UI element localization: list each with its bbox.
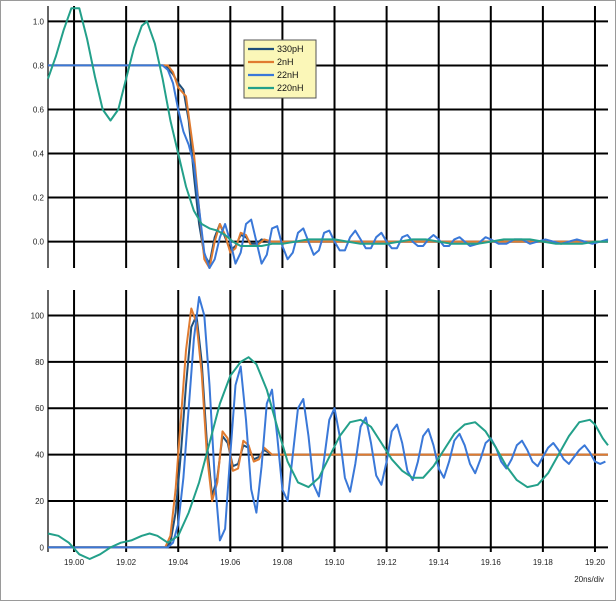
bottom-series-22nH [48,296,606,549]
x-tick-label: 19.04 [168,558,189,567]
bottom-y-tick-label: 20 [35,497,44,506]
x-tick-label: 19.20 [585,558,606,567]
series-lines [47,7,609,560]
top-series-22nH [48,64,609,269]
bottom-y-tick-label: 0 [40,543,45,552]
x-tick-label: 19.06 [220,558,241,567]
x-tick-label: 19.10 [324,558,345,567]
top-y-tick-label: 1.0 [33,17,45,26]
top-y-tick-label: 0.0 [33,238,45,247]
legend-label-330pH: 330pH [277,44,304,54]
legend-label-220nH: 220nH [277,83,304,93]
tick-labels: 0.0 0.2 0.4 0.6 0.8 1.0 0 20 40 60 80 100 19.00 19.02… [31,17,606,567]
x-tick-label: 19.08 [272,558,293,567]
bottom-y-tick-label: 60 [35,404,44,413]
bottom-y-tick-label: 80 [35,358,44,367]
bottom-y-tick-label: 40 [35,451,44,460]
legend: 330pH 2nH 22nH 220nH [243,39,317,99]
bottom-y-tick-label: 100 [31,312,45,321]
legend-label-22nH: 22nH [277,70,299,80]
top-y-tick-label: 0.8 [33,61,45,70]
x-tick-label: 19.18 [533,558,554,567]
bottom-plot-area [48,290,608,552]
x-tick-label: 19.14 [429,558,450,567]
top-y-tick-label: 0.6 [33,105,45,114]
top-plot-area [48,6,608,268]
x-tick-label: 19.12 [377,558,398,567]
x-tick-label: 19.00 [64,558,85,567]
bottom-series-2nH [48,307,608,549]
x-tick-label: 19.02 [116,558,137,567]
top-series-220nH [47,7,608,247]
top-y-tick-label: 0.4 [33,150,45,159]
top-y-tick-label: 0.2 [33,194,45,203]
bottom-series-220nH [47,356,609,560]
legend-label-2nH: 2nH [277,57,294,67]
x-axis-label: 20ns/div [574,575,604,584]
x-tick-label: 19.16 [481,558,502,567]
